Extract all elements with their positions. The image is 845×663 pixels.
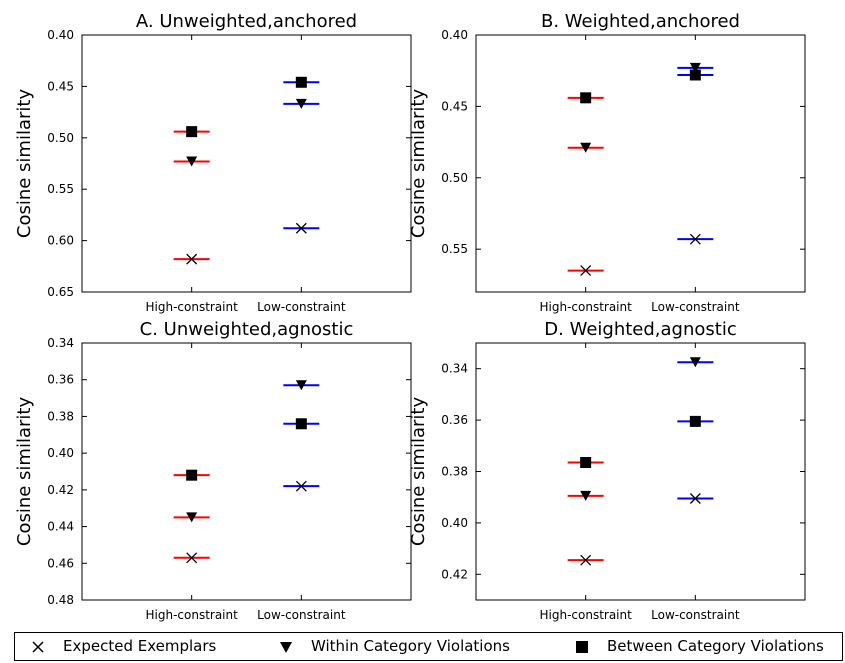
y-tick-label: 0.34 — [441, 362, 468, 376]
x-tick-label: Low-constraint — [257, 608, 346, 622]
x-marker — [580, 554, 592, 566]
triangle-down-marker — [295, 380, 307, 391]
legend-label: Within Category Violations — [311, 637, 510, 655]
x-tick-label: Low-constraint — [257, 300, 346, 314]
square-marker — [580, 92, 592, 104]
y-tick-label: 0.40 — [441, 28, 468, 42]
triangle-down-marker — [580, 142, 592, 153]
x-tick-label: High-constraint — [145, 300, 238, 314]
chart-panel-4: D. Weighted,agnostic Cosine similarity 0.3… — [408, 319, 806, 622]
y-tick-label: 0.40 — [441, 516, 468, 530]
chart-title: D. Weighted,agnostic — [544, 319, 736, 340]
x-marker-icon — [32, 640, 44, 653]
legend-item-within: Within Category Violations — [279, 637, 510, 655]
triangle-down-marker — [295, 98, 307, 109]
x-marker — [295, 480, 307, 492]
x-marker — [689, 493, 701, 504]
x-tick-label: Low-constraint — [651, 300, 740, 314]
y-tick-label: 0.50 — [441, 171, 468, 185]
y-tick-label: 0.50 — [47, 131, 74, 145]
triangle-down-marker — [689, 62, 701, 73]
x-tick-label: High-constraint — [539, 300, 632, 314]
plot-frame — [475, 34, 806, 293]
x-marker — [186, 253, 198, 265]
x-marker — [580, 265, 592, 277]
legend-item-expected: Expected Exemplars — [31, 637, 216, 655]
x-tick-label: High-constraint — [145, 608, 238, 622]
y-tick-label: 0.55 — [47, 182, 74, 196]
y-tick-label: 0.46 — [47, 556, 74, 570]
legend-label: Expected Exemplars — [63, 637, 217, 655]
square-marker — [689, 69, 701, 81]
triangle-down-marker — [689, 357, 701, 368]
plot-frame — [475, 342, 806, 601]
x-tick-label: Low-constraint — [651, 608, 740, 622]
y-tick-label: 0.60 — [47, 234, 74, 248]
triangle-down-marker — [580, 490, 592, 501]
y-tick-label: 0.65 — [47, 285, 74, 299]
chart-panel-1: A. Unweighted,anchored Cosine similarity 0… — [14, 11, 412, 314]
y-tick-label: 0.55 — [441, 242, 468, 256]
x-marker — [295, 222, 307, 234]
y-tick-label: 0.34 — [47, 336, 74, 350]
triangle-down-marker — [186, 512, 198, 523]
legend-item-between: Between Category Violations — [575, 637, 824, 655]
y-tick-label: 0.45 — [47, 79, 74, 93]
y-axis-label: Cosine similarity — [408, 397, 429, 547]
y-tick-label: 0.42 — [47, 483, 74, 497]
square-marker-icon — [576, 640, 588, 653]
y-tick-label: 0.40 — [47, 446, 74, 460]
square-marker — [186, 126, 198, 138]
y-tick-label: 0.38 — [47, 409, 74, 423]
x-tick-label: High-constraint — [539, 608, 632, 622]
chart-title: C. Unweighted,agnostic — [140, 319, 354, 340]
y-tick-label: 0.42 — [441, 567, 468, 581]
triangle-down-marker-icon — [280, 641, 292, 653]
chart-panel-3: C. Unweighted,agnostic Cosine similarity 0… — [14, 319, 412, 622]
legend: Expected Exemplars Within Category Viola… — [14, 632, 843, 661]
square-marker — [186, 469, 198, 481]
y-axis-label: Cosine similarity — [408, 89, 429, 239]
square-marker — [580, 457, 592, 469]
plot-frame — [81, 34, 412, 293]
y-tick-label: 0.38 — [441, 465, 468, 479]
chart-title: B. Weighted,anchored — [541, 11, 740, 32]
square-marker — [689, 415, 701, 427]
chart-panel-2: B. Weighted,anchored Cosine similarity 0.4… — [408, 11, 806, 314]
plot-frame — [81, 342, 412, 601]
y-tick-label: 0.48 — [47, 593, 74, 607]
chart-title: A. Unweighted,anchored — [136, 11, 357, 32]
y-axis-label: Cosine similarity — [14, 397, 35, 547]
y-tick-label: 0.36 — [47, 373, 74, 387]
y-tick-label: 0.44 — [47, 520, 74, 534]
y-tick-label: 0.40 — [47, 28, 74, 42]
legend-label: Between Category Violations — [607, 637, 824, 655]
x-marker — [186, 552, 198, 564]
y-tick-label: 0.45 — [441, 99, 468, 113]
y-axis-label: Cosine similarity — [14, 89, 35, 239]
y-tick-label: 0.36 — [441, 413, 468, 427]
square-marker — [295, 76, 307, 88]
square-marker — [295, 418, 307, 430]
triangle-down-marker — [186, 156, 198, 167]
x-marker — [689, 233, 701, 245]
